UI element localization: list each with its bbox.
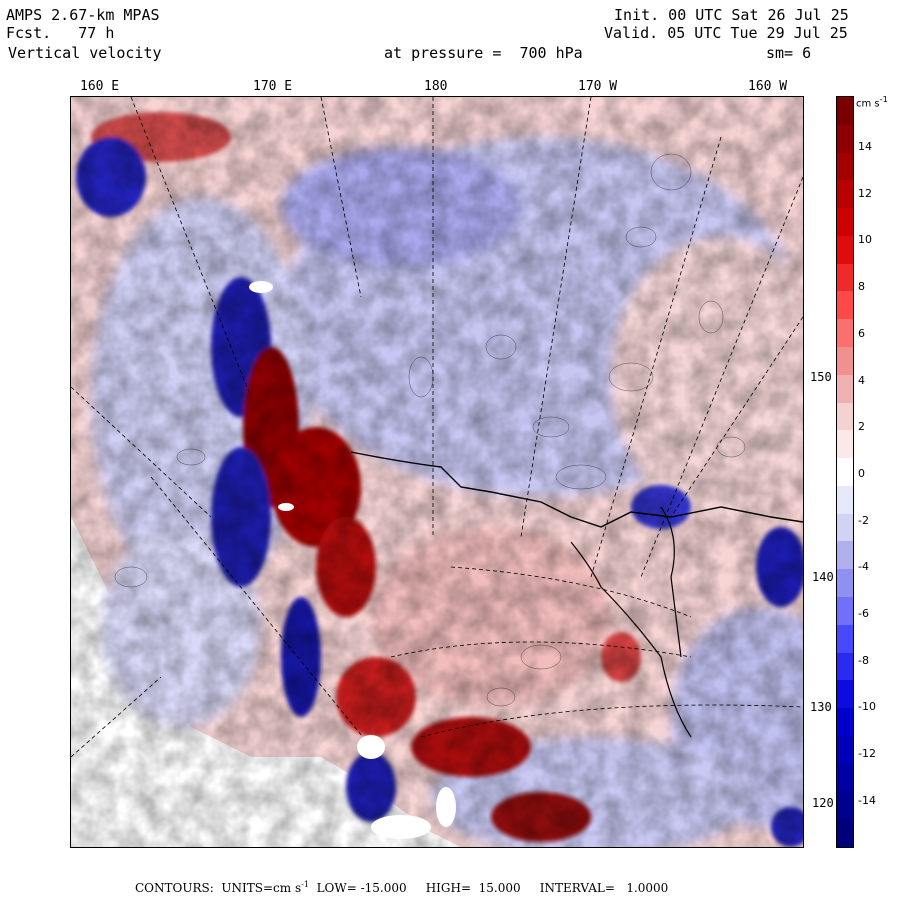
colorbar-tick-label: 2 bbox=[858, 420, 865, 434]
low-value: LOW= -15.000 bbox=[316, 881, 407, 895]
field-name: Vertical velocity bbox=[8, 44, 162, 62]
terrain-mask bbox=[249, 281, 456, 839]
colorbar-swatch bbox=[837, 763, 853, 792]
valid-time: Valid. 05 UTC Tue 29 Jul 25 bbox=[604, 24, 848, 42]
colorbar-swatch bbox=[837, 319, 853, 348]
colorbar-swatch bbox=[837, 624, 853, 654]
colorbar-swatch bbox=[837, 152, 853, 181]
smoothing-level: sm= 6 bbox=[766, 44, 812, 62]
lon-label-170e: 170 E bbox=[253, 79, 293, 94]
coastline bbox=[350, 451, 803, 528]
colorbar-tick-label: 4 bbox=[858, 373, 865, 387]
colorbar-tick-label: 12 bbox=[858, 186, 872, 200]
pressure-level: at pressure = 700 hPa bbox=[384, 44, 583, 62]
colorbar-unit: cm s-1 bbox=[856, 94, 888, 109]
colorbar-swatch bbox=[837, 263, 853, 292]
colorbar-swatch bbox=[837, 680, 853, 709]
colorbar-unit-exp: -1 bbox=[879, 94, 888, 104]
colorbar-swatch bbox=[837, 402, 853, 431]
colorbar bbox=[836, 96, 854, 848]
map-canvas bbox=[71, 97, 803, 847]
colorbar-swatch bbox=[837, 652, 853, 681]
vertical-velocity-map bbox=[70, 96, 804, 848]
colorbar-tick-label: -10 bbox=[858, 700, 876, 714]
high-value: HIGH= 15.000 bbox=[425, 881, 521, 895]
colorbar-tick-label: 0 bbox=[858, 466, 865, 480]
lon-label-180: 180 bbox=[424, 79, 448, 94]
coastline-east bbox=[660, 506, 682, 658]
colorbar-tick-label: -6 bbox=[858, 607, 869, 620]
colorbar-swatch bbox=[837, 291, 853, 320]
colorbar-swatch bbox=[837, 541, 853, 570]
colorbar-swatch bbox=[837, 235, 853, 265]
colorbar-tick-label: 8 bbox=[858, 280, 865, 294]
colorbar-swatch bbox=[837, 708, 853, 737]
units-exp: -1 bbox=[301, 880, 309, 889]
colorbar-swatch bbox=[837, 430, 853, 459]
colorbar-swatch bbox=[837, 597, 853, 626]
colorbar-swatch bbox=[837, 735, 853, 765]
colorbar-tick-label: -2 bbox=[858, 513, 869, 527]
colorbar-swatch bbox=[837, 180, 853, 209]
colorbar-unit-text: cm s bbox=[856, 98, 880, 110]
lon-label-160w: 160 W bbox=[748, 79, 788, 94]
forecast-hour: Fcst. 77 h bbox=[6, 24, 114, 42]
colorbar-swatch bbox=[837, 374, 853, 404]
contours-label: CONTOURS: bbox=[135, 881, 214, 895]
colorbar-swatch bbox=[837, 569, 853, 598]
lon-label-160e: 160 E bbox=[80, 79, 120, 94]
speckle-texture bbox=[71, 97, 803, 847]
fcst-label: Fcst. bbox=[6, 24, 52, 42]
colorbar-tick-label: 10 bbox=[858, 233, 872, 247]
graticule bbox=[71, 97, 803, 758]
contours-footer: CONTOURS: UNITS=cm s-1 LOW= -15.000 HIGH… bbox=[135, 880, 668, 895]
coastline-inland bbox=[570, 541, 692, 738]
model-title: AMPS 2.67-km MPAS bbox=[6, 6, 160, 24]
colorbar-tick-label: 6 bbox=[858, 326, 865, 340]
init-time: Init. 00 UTC Sat 26 Jul 25 bbox=[614, 6, 849, 24]
contour-lines bbox=[114, 153, 746, 707]
lon-label-170w: 170 W bbox=[578, 79, 618, 94]
fcst-value: 77 h bbox=[78, 24, 115, 42]
colorbar-swatch bbox=[837, 819, 853, 848]
colorbar-swatch bbox=[837, 97, 853, 126]
colorbar-tick-label: 14 bbox=[858, 140, 872, 153]
colorbar-tick-label: -14 bbox=[858, 793, 876, 807]
colorbar-tick-label: -8 bbox=[858, 653, 869, 667]
colorbar-swatch bbox=[837, 485, 853, 515]
colorbar-swatch bbox=[837, 347, 853, 376]
colorbar-swatch bbox=[837, 513, 853, 542]
colorbar-swatch bbox=[837, 791, 853, 820]
colorbar-swatch bbox=[837, 124, 853, 154]
colorbar-swatch bbox=[837, 458, 853, 487]
interval-value: INTERVAL= 1.0000 bbox=[539, 881, 669, 895]
units-label: UNITS=cm s bbox=[221, 881, 302, 895]
colorbar-tick-label: -4 bbox=[858, 560, 869, 574]
colorbar-tick-label: -12 bbox=[858, 747, 876, 761]
colorbar-swatch bbox=[837, 208, 853, 237]
